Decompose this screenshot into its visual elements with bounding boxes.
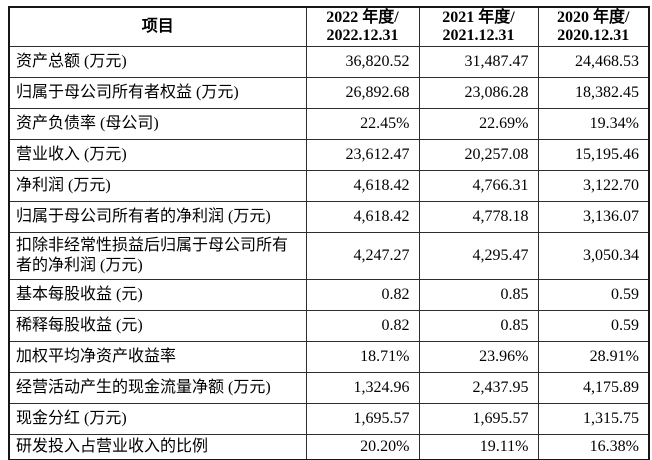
cell-value-2020: 0.59: [537, 310, 650, 342]
cell-value-2022: 1,695.57: [305, 403, 420, 435]
cell-value-2022: 36,820.52: [305, 46, 420, 78]
cell-value-2021: 2,437.95: [418, 372, 539, 404]
cell-value-2020: 19.34%: [537, 108, 650, 140]
cell-value-2020: 28.91%: [537, 341, 650, 373]
cell-value-2021: 4,778.18: [418, 201, 539, 233]
cell-value-2021: 4,766.31: [418, 170, 539, 202]
cell-value-2020: 18,382.45: [537, 77, 650, 109]
row-label: 营业收入 (万元): [8, 139, 307, 171]
cell-value-2021: 22.69%: [418, 108, 539, 140]
cell-value-2020: 16.38%: [537, 434, 650, 460]
table-row-parent-equity: 归属于母公司所有者权益 (万元) 26,892.68 23,086.28 18,…: [8, 77, 650, 109]
cell-value-2022: 4,247.27: [305, 232, 420, 280]
cell-value-2021: 23,086.28: [418, 77, 539, 109]
table-row-deducted-net-profit: 扣除非经常性损益后归属于母公司所有者的净利润 (万元) 4,247.27 4,2…: [8, 232, 650, 280]
table-row-net-profit: 净利润 (万元) 4,618.42 4,766.31 3,122.70: [8, 170, 650, 202]
cell-value-2021: 31,487.47: [418, 46, 539, 78]
table-row-operating-revenue: 营业收入 (万元) 23,612.47 20,257.08 15,195.46: [8, 139, 650, 171]
header-year-2021: 2021 年度/ 2021.12.31: [418, 6, 539, 47]
row-label: 稀释每股收益 (元): [8, 310, 307, 342]
cell-value-2022: 26,892.68: [305, 77, 420, 109]
row-label: 扣除非经常性损益后归属于母公司所有者的净利润 (万元): [8, 232, 307, 280]
row-label: 加权平均净资产收益率: [8, 341, 307, 373]
table-row-basic-eps: 基本每股收益 (元) 0.82 0.85 0.59: [8, 279, 650, 311]
cell-value-2020: 3,136.07: [537, 201, 650, 233]
cell-value-2022: 0.82: [305, 310, 420, 342]
cell-value-2021: 4,295.47: [418, 232, 539, 280]
cell-value-2020: 1,315.75: [537, 403, 650, 435]
cell-value-2022: 22.45%: [305, 108, 420, 140]
table-header-row: 项目 2022 年度/ 2022.12.31 2021 年度/ 2021.12.…: [8, 6, 650, 47]
header-item-column: 项目: [8, 6, 307, 47]
header-2022-period: 2022 年度/: [326, 9, 399, 26]
header-year-2020: 2020 年度/ 2020.12.31: [537, 6, 650, 47]
row-label: 归属于母公司所有者的净利润 (万元): [8, 201, 307, 233]
cell-value-2022: 0.82: [305, 279, 420, 311]
cell-value-2021: 0.85: [418, 279, 539, 311]
row-label: 归属于母公司所有者权益 (万元): [8, 77, 307, 109]
table-row-operating-cash-flow: 经营活动产生的现金流量净额 (万元) 1,324.96 2,437.95 4,1…: [8, 372, 650, 404]
cell-value-2021: 0.85: [418, 310, 539, 342]
financial-summary-table: 项目 2022 年度/ 2022.12.31 2021 年度/ 2021.12.…: [8, 6, 650, 460]
table-row-total-assets: 资产总额 (万元) 36,820.52 31,487.47 24,468.53: [8, 46, 650, 78]
cell-value-2022: 20.20%: [305, 434, 420, 460]
cell-value-2020: 3,122.70: [537, 170, 650, 202]
cell-value-2021: 20,257.08: [418, 139, 539, 171]
cell-value-2022: 4,618.42: [305, 201, 420, 233]
header-2020-period: 2020 年度/: [557, 9, 630, 26]
row-label: 经营活动产生的现金流量净额 (万元): [8, 372, 307, 404]
table-row-diluted-eps: 稀释每股收益 (元) 0.82 0.85 0.59: [8, 310, 650, 342]
header-2022-date: 2022.12.31: [326, 27, 399, 44]
row-label: 净利润 (万元): [8, 170, 307, 202]
row-label: 资产负债率 (母公司): [8, 108, 307, 140]
row-label: 资产总额 (万元): [8, 46, 307, 78]
cell-value-2021: 23.96%: [418, 341, 539, 373]
cell-value-2022: 4,618.42: [305, 170, 420, 202]
row-label: 基本每股收益 (元): [8, 279, 307, 311]
cell-value-2020: 15,195.46: [537, 139, 650, 171]
header-2020-date: 2020.12.31: [557, 27, 630, 44]
header-year-2022: 2022 年度/ 2022.12.31: [305, 6, 420, 47]
cell-value-2022: 18.71%: [305, 341, 420, 373]
header-2021-period: 2021 年度/: [442, 9, 515, 26]
table-row-rd-ratio: 研发投入占营业收入的比例 20.20% 19.11% 16.38%: [8, 434, 650, 460]
table-row-cash-dividend: 现金分红 (万元) 1,695.57 1,695.57 1,315.75: [8, 403, 650, 435]
cell-value-2021: 1,695.57: [418, 403, 539, 435]
table-row-debt-ratio: 资产负债率 (母公司) 22.45% 22.69% 19.34%: [8, 108, 650, 140]
cell-value-2020: 4,175.89: [537, 372, 650, 404]
header-2021-date: 2021.12.31: [442, 27, 515, 44]
cell-value-2022: 1,324.96: [305, 372, 420, 404]
cell-value-2022: 23,612.47: [305, 139, 420, 171]
table-row-parent-net-profit: 归属于母公司所有者的净利润 (万元) 4,618.42 4,778.18 3,1…: [8, 201, 650, 233]
table-row-weighted-roe: 加权平均净资产收益率 18.71% 23.96% 28.91%: [8, 341, 650, 373]
cell-value-2020: 0.59: [537, 279, 650, 311]
cell-value-2021: 19.11%: [418, 434, 539, 460]
row-label: 现金分红 (万元): [8, 403, 307, 435]
row-label: 研发投入占营业收入的比例: [8, 434, 307, 460]
cell-value-2020: 3,050.34: [537, 232, 650, 280]
cell-value-2020: 24,468.53: [537, 46, 650, 78]
